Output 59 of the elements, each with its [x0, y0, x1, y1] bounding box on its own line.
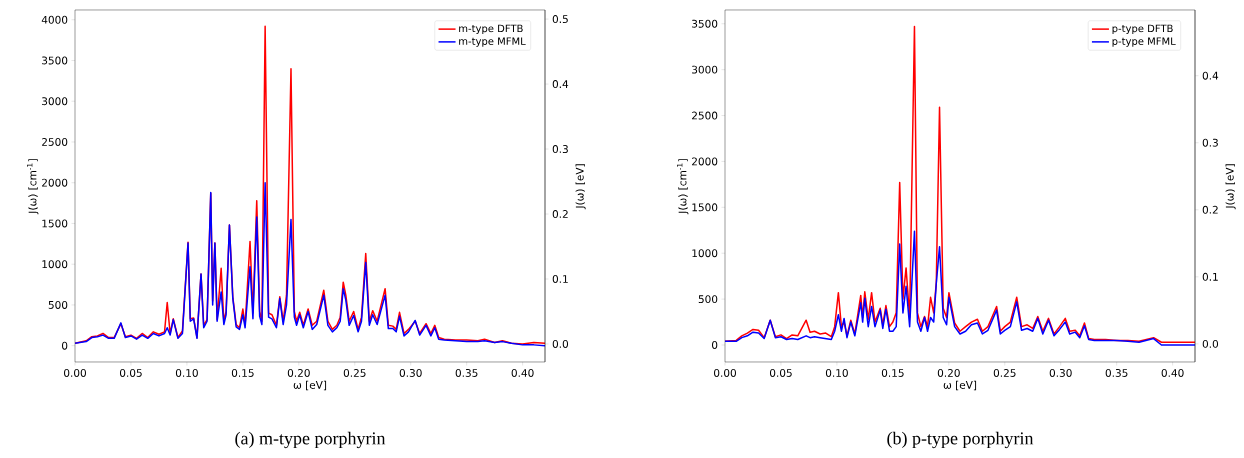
y-tick-label: 1500: [42, 219, 68, 228]
legend-label: m-type DFTB: [459, 24, 523, 35]
y-tick-label: 1500: [692, 203, 718, 212]
legend-label: m-type MFML: [459, 37, 526, 47]
x-tick-label: 0.10: [825, 369, 848, 377]
line-series: [75, 181, 546, 347]
legend-label: p-type MFML: [1112, 37, 1176, 47]
x-tick-label: 0.35: [1105, 369, 1128, 377]
y-tick-label: 500: [698, 295, 718, 304]
x-tick-label: 0.25: [993, 369, 1016, 377]
x-tick-label: 0.35: [455, 369, 478, 377]
y-tick-label: 3500: [42, 56, 68, 65]
x-tick-label: 0.15: [881, 369, 904, 377]
x-tick-label: 0.40: [1161, 369, 1184, 377]
y-tick-label: 2000: [42, 178, 68, 187]
y-tick-label: 500: [48, 300, 68, 309]
x-tick-label: 0.30: [399, 369, 422, 377]
x-tick-label: 0.25: [343, 369, 366, 377]
y-tick-label: 3000: [692, 65, 718, 74]
x-tick-label: 0.15: [231, 369, 254, 377]
x-tick-label: 0.30: [1049, 369, 1072, 377]
x-tick-label: 0.00: [714, 369, 736, 377]
y2-axis-title: J(ω) [eV]: [575, 164, 586, 210]
y2-tick-label: 0.1: [552, 275, 568, 283]
y2-tick-label: 0.2: [552, 210, 568, 218]
y-tick-label: 3500: [692, 19, 718, 28]
x-tick-label: 0.10: [175, 369, 198, 377]
y-tick-label: 0: [62, 341, 68, 350]
x-tick-label: 0.00: [64, 369, 86, 377]
y2-tick-label: 0.2: [1202, 205, 1218, 214]
x-tick-label: 0.20: [937, 369, 960, 377]
y2-tick-label: 0.3: [1202, 138, 1218, 147]
y-tick-label: 1000: [692, 249, 718, 258]
x-axis-title: ω [eV]: [293, 380, 327, 391]
y2-tick-label: 0.1: [1202, 272, 1218, 281]
y2-tick-label: 0.4: [552, 80, 569, 89]
text: (a) m-type porphyrin: [235, 431, 386, 449]
y-tick-label: 2500: [692, 111, 718, 120]
y2-tick-label: 0.3: [552, 145, 568, 154]
y-tick-label: 0: [712, 341, 718, 349]
x-tick-label: 0.20: [287, 369, 310, 377]
y-tick-label: 1000: [42, 260, 68, 269]
y-tick-label: 3000: [42, 97, 68, 106]
legend-label: p-type DFTB: [1112, 24, 1173, 35]
y-tick-label: 2500: [42, 138, 68, 146]
y2-tick-label: 0.5: [552, 15, 568, 24]
y2-tick-label: 0.4: [1202, 71, 1219, 80]
y-tick-label: 4000: [41, 15, 68, 24]
x-tick-label: 0.40: [511, 369, 534, 377]
y-axis-title: J(ω) [cm$^{-1}$]: [27, 159, 39, 215]
y2-tick-label: 0.0: [552, 340, 569, 348]
y-axis-title: J(ω) [cm$^{-1}$]: [677, 159, 689, 215]
y2-tick-label: 0.0: [1202, 339, 1219, 348]
x-tick-label: 0.05: [119, 369, 142, 377]
y2-axis-title: J(ω) [eV]: [1225, 164, 1236, 210]
y-tick-label: 2000: [692, 157, 718, 166]
text: (b) p-type porphyrin: [887, 431, 1034, 449]
x-tick-label: 0.05: [769, 369, 792, 377]
x-axis-title: ω [eV]: [943, 380, 977, 391]
